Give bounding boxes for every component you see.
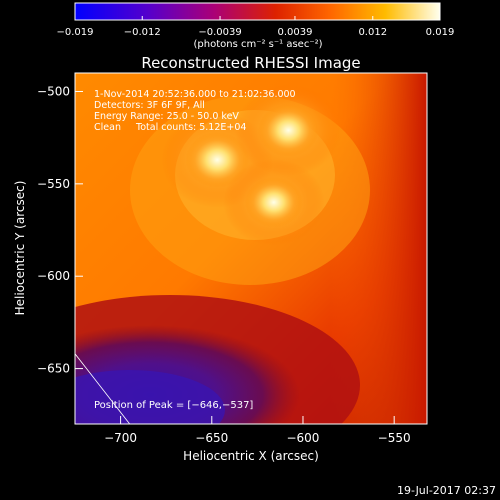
- annotation-detectors: Detectors: 3F 6F 9F, All: [94, 100, 205, 111]
- colorbar-tick-label: −0.019: [56, 27, 93, 38]
- colorbar-tick-label: −0.0039: [198, 27, 241, 38]
- x-axis-ticks: −700 −650 −600 −550: [104, 416, 411, 445]
- source-core: [257, 103, 319, 157]
- colorbar-units: (photons cm⁻² s⁻¹ asec⁻²): [193, 39, 322, 50]
- y-axis-ticks: −500 −550 −600 −650: [37, 84, 83, 376]
- x-tick-label: −700: [104, 431, 137, 445]
- x-axis-label: Heliocentric X (arcsec): [183, 449, 319, 463]
- plot-frame: [74, 72, 428, 425]
- colorbar: [74, 2, 441, 21]
- colorbar-tick-label: 0.019: [426, 27, 455, 38]
- source-core: [244, 176, 303, 228]
- x-tick-label: −550: [378, 431, 411, 445]
- render-timestamp: 19-Jul-2017 02:37: [397, 484, 496, 497]
- y-axis-label: Heliocentric Y (arcsec): [13, 181, 27, 316]
- colorbar-tick-label: −0.012: [124, 27, 161, 38]
- y-tick-label: −500: [37, 84, 70, 98]
- colorbar-tick-label: 0.012: [358, 27, 387, 38]
- annotation-time: 1-Nov-2014 20:52:36.000 to 21:02:36.000: [94, 89, 296, 100]
- x-tick-label: −600: [286, 431, 319, 445]
- colorbar-ticks: −0.019 −0.012 −0.0039 0.0039 0.012 0.019: [56, 16, 454, 38]
- colorbar-tick-label: 0.0039: [277, 27, 312, 38]
- y-tick-label: −600: [37, 269, 70, 283]
- source-core: [185, 131, 250, 188]
- y-tick-label: −550: [37, 177, 70, 191]
- x-tick-label: −650: [195, 431, 228, 445]
- annotation-clean: Clean Total counts: 5.12E+04: [94, 122, 246, 133]
- peak-position-label: Position of Peak = [−646,−537]: [94, 400, 253, 411]
- annotation-energy: Energy Range: 25.0 - 50.0 keV: [94, 111, 239, 122]
- chart-title: Reconstructed RHESSI Image: [141, 54, 360, 72]
- y-tick-label: −650: [37, 362, 70, 376]
- hxr-sources: [161, 84, 342, 246]
- solar-limb-line: [75, 353, 131, 424]
